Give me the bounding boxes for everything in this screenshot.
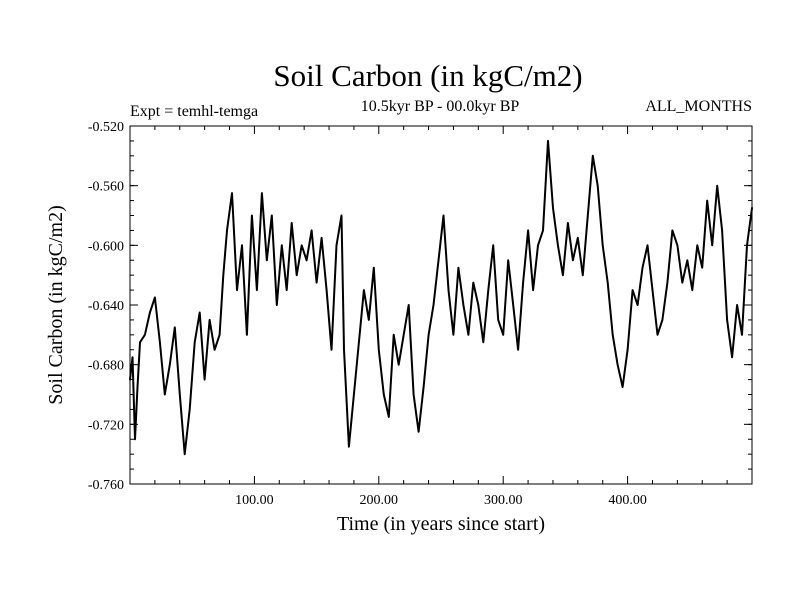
axis-ticks: -0.520 -0.560 -0.600 -0.640 -0.680 -0.720 -0.7… <box>88 120 752 508</box>
x-tick-label: 100.00 <box>235 493 274 508</box>
y-tick-label: -0.680 <box>88 359 124 374</box>
x-axis-label: Time (in years since start) <box>337 513 545 535</box>
chart-subtitle-expt: Expt = temhl-temga <box>130 103 258 120</box>
series-line <box>129 139 753 456</box>
chart-subtitle-months: ALL_MONTHS <box>645 98 752 115</box>
x-tick-label: 300.00 <box>484 493 523 508</box>
y-tick-label: -0.640 <box>88 299 124 314</box>
y-tick-label: -0.560 <box>88 180 124 195</box>
y-tick-label: -0.760 <box>88 478 124 493</box>
x-tick-label: 200.00 <box>360 493 399 508</box>
x-tick-label: 400.00 <box>608 493 647 508</box>
y-tick-label: -0.520 <box>88 120 124 135</box>
chart-title: Soil Carbon (in kgC/m2) <box>273 58 582 93</box>
plot-frame <box>129 125 753 485</box>
y-axis-label: Soil Carbon (in kgC/m2) <box>45 205 67 404</box>
chart-subtitle-period: 10.5kyr BP - 00.0kyr BP <box>361 98 520 115</box>
y-tick-label: -0.600 <box>88 239 124 254</box>
y-tick-label: -0.720 <box>88 418 124 433</box>
series-layer <box>129 139 753 456</box>
